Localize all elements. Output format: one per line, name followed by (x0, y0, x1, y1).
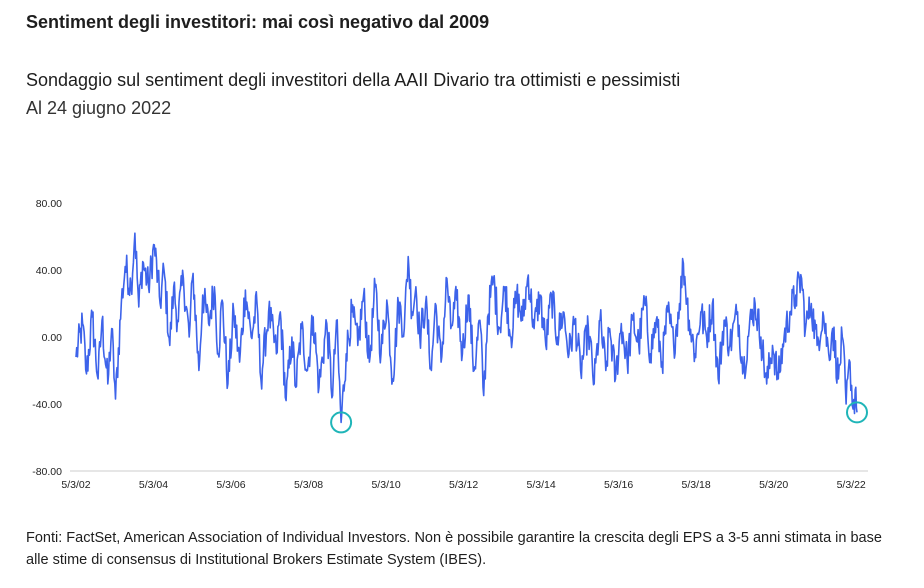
y-tick-label: 40.00 (36, 265, 62, 277)
x-tick-label: 5/3/08 (294, 479, 323, 491)
low-point-circle (330, 411, 353, 434)
x-tick-label: 5/3/16 (604, 479, 633, 491)
source-footnote: Fonti: FactSet, American Association of … (26, 530, 882, 568)
y-tick-label: 80.00 (36, 198, 62, 210)
x-tick-label: 5/3/04 (139, 479, 168, 491)
chart-title: Sentiment degli investitori: mai così ne… (26, 12, 490, 32)
x-axis-ticks: 5/3/02 5/3/04 5/3/06 5/3/08 5/3/10 5/3/12 5/3/… (61, 479, 866, 491)
x-tick-label: 5/3/22 (837, 479, 866, 491)
series-line-divario (75, 232, 858, 424)
y-tick-label: -80.00 (32, 466, 62, 478)
x-tick-label: 5/3/18 (682, 479, 711, 491)
y-tick-label: 0.00 (42, 332, 63, 344)
x-tick-label: 5/3/14 (527, 479, 556, 491)
x-tick-label: 5/3/12 (449, 479, 478, 491)
x-tick-label: 5/3/20 (759, 479, 788, 491)
annotation-circles (330, 401, 868, 434)
chart-date: Al 24 giugno 2022 (26, 98, 172, 118)
x-tick-label: 5/3/06 (216, 479, 245, 491)
low-point-circle (846, 401, 868, 424)
x-tick-label: 5/3/10 (371, 479, 400, 491)
chart-subtitle: Sondaggio sul sentiment degli investitor… (26, 70, 681, 90)
y-axis-ticks: 80.00 40.00 0.00 -40.00 -80.00 (32, 198, 62, 478)
y-tick-label: -40.00 (32, 399, 62, 411)
x-tick-label: 5/3/02 (61, 479, 90, 491)
